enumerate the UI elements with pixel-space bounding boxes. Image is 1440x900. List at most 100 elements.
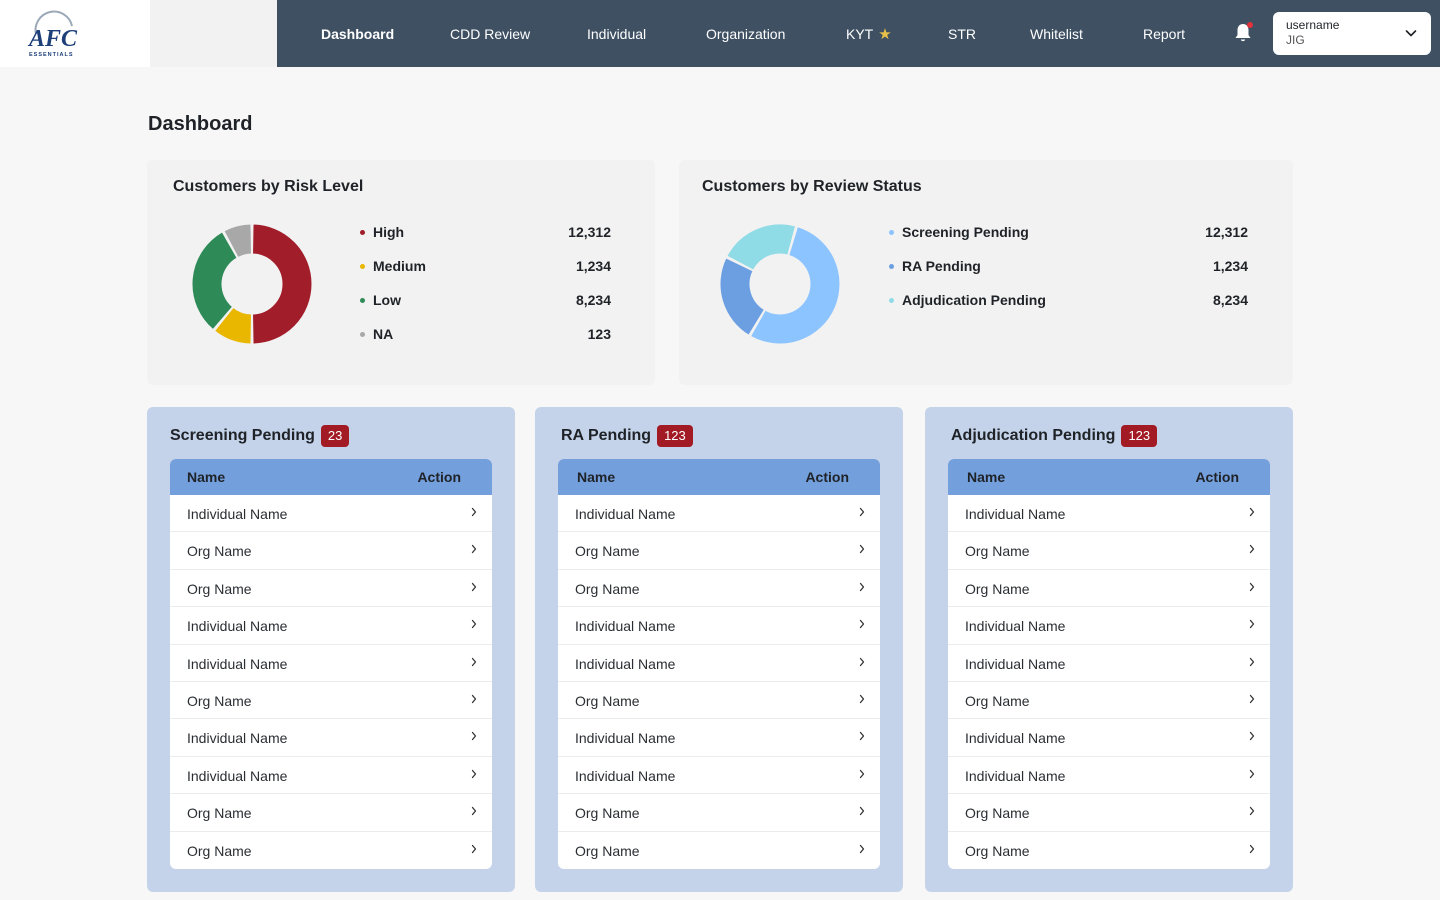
row-name: Individual Name: [187, 767, 288, 784]
legend-value: 123: [587, 326, 611, 342]
chevron-right-icon[interactable]: [470, 657, 478, 667]
table-row[interactable]: Org Name: [558, 682, 880, 720]
nav-label: STR: [948, 26, 976, 42]
table-row[interactable]: Org Name: [170, 832, 492, 869]
table-row[interactable]: Individual Name: [170, 645, 492, 682]
page-title: Dashboard: [148, 113, 253, 135]
chevron-right-icon[interactable]: [1248, 731, 1256, 741]
table-row[interactable]: Individual Name: [170, 719, 492, 757]
nav-report[interactable]: Report: [1143, 0, 1185, 67]
table-row[interactable]: Individual Name: [558, 719, 880, 757]
nav-cdd-review[interactable]: CDD Review: [450, 0, 530, 67]
chevron-right-icon[interactable]: [858, 694, 866, 704]
row-name: Org Name: [187, 543, 252, 560]
chevron-right-icon[interactable]: [1248, 806, 1256, 816]
chevron-right-icon[interactable]: [858, 619, 866, 629]
nav-kyt[interactable]: KYT ★: [846, 0, 892, 67]
row-name: Org Name: [575, 580, 640, 597]
chevron-right-icon[interactable]: [470, 769, 478, 779]
table-row[interactable]: Org Name: [558, 794, 880, 832]
table-row[interactable]: Org Name: [948, 570, 1270, 608]
risk-donut-chart: [191, 223, 313, 345]
risk-slice-medium: [213, 306, 252, 345]
chevron-right-icon[interactable]: [858, 806, 866, 816]
table-row[interactable]: Individual Name: [170, 757, 492, 795]
table-row[interactable]: Org Name: [948, 532, 1270, 570]
chevron-right-icon[interactable]: [470, 694, 478, 704]
chevron-right-icon[interactable]: [1248, 657, 1256, 667]
legend-na: NA 123: [360, 326, 611, 344]
table-row[interactable]: Org Name: [948, 682, 1270, 720]
nav-organization[interactable]: Organization: [706, 0, 785, 67]
nav-individual[interactable]: Individual: [587, 0, 646, 67]
chevron-right-icon[interactable]: [1248, 507, 1256, 517]
table-header: Name Action: [170, 459, 492, 495]
chevron-right-icon[interactable]: [858, 544, 866, 554]
chevron-right-icon[interactable]: [470, 844, 478, 854]
column-header-name: Name: [577, 469, 616, 485]
nav-whitelist[interactable]: Whitelist: [1030, 0, 1083, 67]
chevron-right-icon[interactable]: [858, 844, 866, 854]
risk-level-card: Customers by Risk Level High 12,312 Medi…: [147, 160, 655, 385]
chevron-right-icon[interactable]: [1248, 582, 1256, 592]
screening-pending-panel: Screening Pending 23 Name Action Individ…: [147, 407, 515, 892]
chevron-right-icon[interactable]: [1248, 844, 1256, 854]
review-slice-screening-pending: [749, 225, 841, 345]
table-row[interactable]: Org Name: [170, 532, 492, 570]
count-badge: 123: [1121, 425, 1158, 447]
table-row[interactable]: Org Name: [558, 832, 880, 869]
column-header-action: Action: [1195, 469, 1239, 485]
table-row[interactable]: Individual Name: [170, 495, 492, 533]
table-row[interactable]: Individual Name: [558, 607, 880, 645]
table-row[interactable]: Individual Name: [948, 607, 1270, 645]
ra-pending-table: Name Action Individual Name Org Name Org N…: [558, 459, 880, 869]
table-row[interactable]: Org Name: [170, 682, 492, 720]
table-row[interactable]: Individual Name: [948, 719, 1270, 757]
chevron-right-icon[interactable]: [858, 657, 866, 667]
table-row[interactable]: Individual Name: [948, 645, 1270, 682]
chevron-right-icon[interactable]: [470, 619, 478, 629]
legend-value: 8,234: [575, 292, 611, 308]
panel-title: Screening Pending 23: [170, 425, 350, 447]
nav-dashboard[interactable]: Dashboard: [321, 0, 394, 67]
chevron-right-icon[interactable]: [470, 544, 478, 554]
chevron-right-icon[interactable]: [1248, 769, 1256, 779]
chevron-right-icon[interactable]: [470, 806, 478, 816]
logo[interactable]: AFC ESSENTIALS: [0, 0, 150, 67]
table-row[interactable]: Org Name: [558, 532, 880, 570]
legend-label: Screening Pending: [902, 224, 1029, 240]
review-status-card: Customers by Review Status Screening Pen…: [679, 160, 1293, 385]
chevron-right-icon[interactable]: [470, 507, 478, 517]
chevron-right-icon[interactable]: [858, 582, 866, 592]
chevron-right-icon[interactable]: [470, 731, 478, 741]
user-dropdown[interactable]: username JIG: [1273, 12, 1431, 55]
chevron-right-icon[interactable]: [858, 769, 866, 779]
table-row[interactable]: Org Name: [170, 794, 492, 832]
row-name: Org Name: [575, 692, 640, 709]
legend-label: Low: [373, 292, 401, 308]
table-row[interactable]: Org Name: [558, 570, 880, 608]
chevron-right-icon[interactable]: [470, 582, 478, 592]
row-name: Individual Name: [575, 506, 676, 522]
risk-slice-na: [223, 223, 252, 259]
table-row[interactable]: Org Name: [948, 794, 1270, 832]
table-row[interactable]: Org Name: [170, 570, 492, 608]
chevron-right-icon[interactable]: [1248, 619, 1256, 629]
nav-str[interactable]: STR: [948, 0, 976, 67]
notification-bell-icon[interactable]: [1231, 21, 1255, 45]
chevron-right-icon[interactable]: [858, 507, 866, 517]
table-row[interactable]: Org Name: [948, 832, 1270, 869]
table-row[interactable]: Individual Name: [948, 495, 1270, 533]
row-name: Individual Name: [965, 506, 1066, 522]
chevron-right-icon[interactable]: [1248, 544, 1256, 554]
table-row[interactable]: Individual Name: [948, 757, 1270, 795]
table-row[interactable]: Individual Name: [558, 645, 880, 682]
column-header-name: Name: [967, 469, 1006, 485]
table-row[interactable]: Individual Name: [558, 495, 880, 533]
table-row[interactable]: Individual Name: [170, 607, 492, 645]
table-row[interactable]: Individual Name: [558, 757, 880, 795]
chevron-right-icon[interactable]: [858, 731, 866, 741]
column-header-action: Action: [417, 469, 461, 485]
row-name: Individual Name: [965, 767, 1066, 784]
chevron-right-icon[interactable]: [1248, 694, 1256, 704]
